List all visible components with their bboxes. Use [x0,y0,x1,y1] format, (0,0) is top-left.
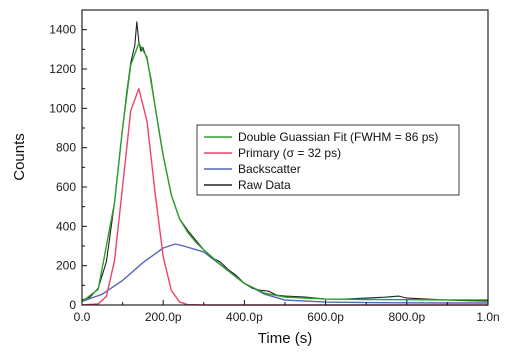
y-tick-label: 600 [56,180,76,194]
x-tick-label: 400.0p [226,310,263,324]
y-axis-title: Counts [11,133,28,181]
y-tick-label: 800 [56,141,76,155]
x-tick-label: 200.0p [145,310,182,324]
legend-label-2: Backscatter [238,162,301,176]
x-axis-title: Time (s) [258,330,312,347]
legend-label-3: Raw Data [238,178,291,192]
y-axis: 0 200 400 600 800 1000 1200 1400 [49,23,87,312]
x-tick-label: 600.0p [307,310,344,324]
x-tick-label: 1.0n [476,310,499,324]
plot-content [81,21,489,306]
series-line-3 [81,21,489,302]
x-axis: 0.0 200.0p 400.0p 600.0p 800.0p 1.0n [74,300,500,324]
series-line-0 [81,42,488,303]
y-tick-label: 200 [56,259,76,273]
y-tick-label: 1000 [49,101,76,115]
y-tick-label: 1400 [49,23,76,37]
y-tick-label: 400 [56,219,76,233]
legend-label-1: Primary (σ = 32 ps) [238,146,341,160]
series-line-2 [81,243,488,304]
x-tick-label: 0.0 [74,310,91,324]
y-tick-label: 1200 [49,62,76,76]
y-tick-label: 0 [69,298,76,312]
series-line-1 [81,87,488,306]
legend-label-0: Double Guassian Fit (FWHM = 86 ps) [238,130,438,144]
legend: Double Guassian Fit (FWHM = 86 ps) Primar… [196,124,460,196]
x-tick-label: 800.0p [388,310,425,324]
legend-box [196,124,460,196]
